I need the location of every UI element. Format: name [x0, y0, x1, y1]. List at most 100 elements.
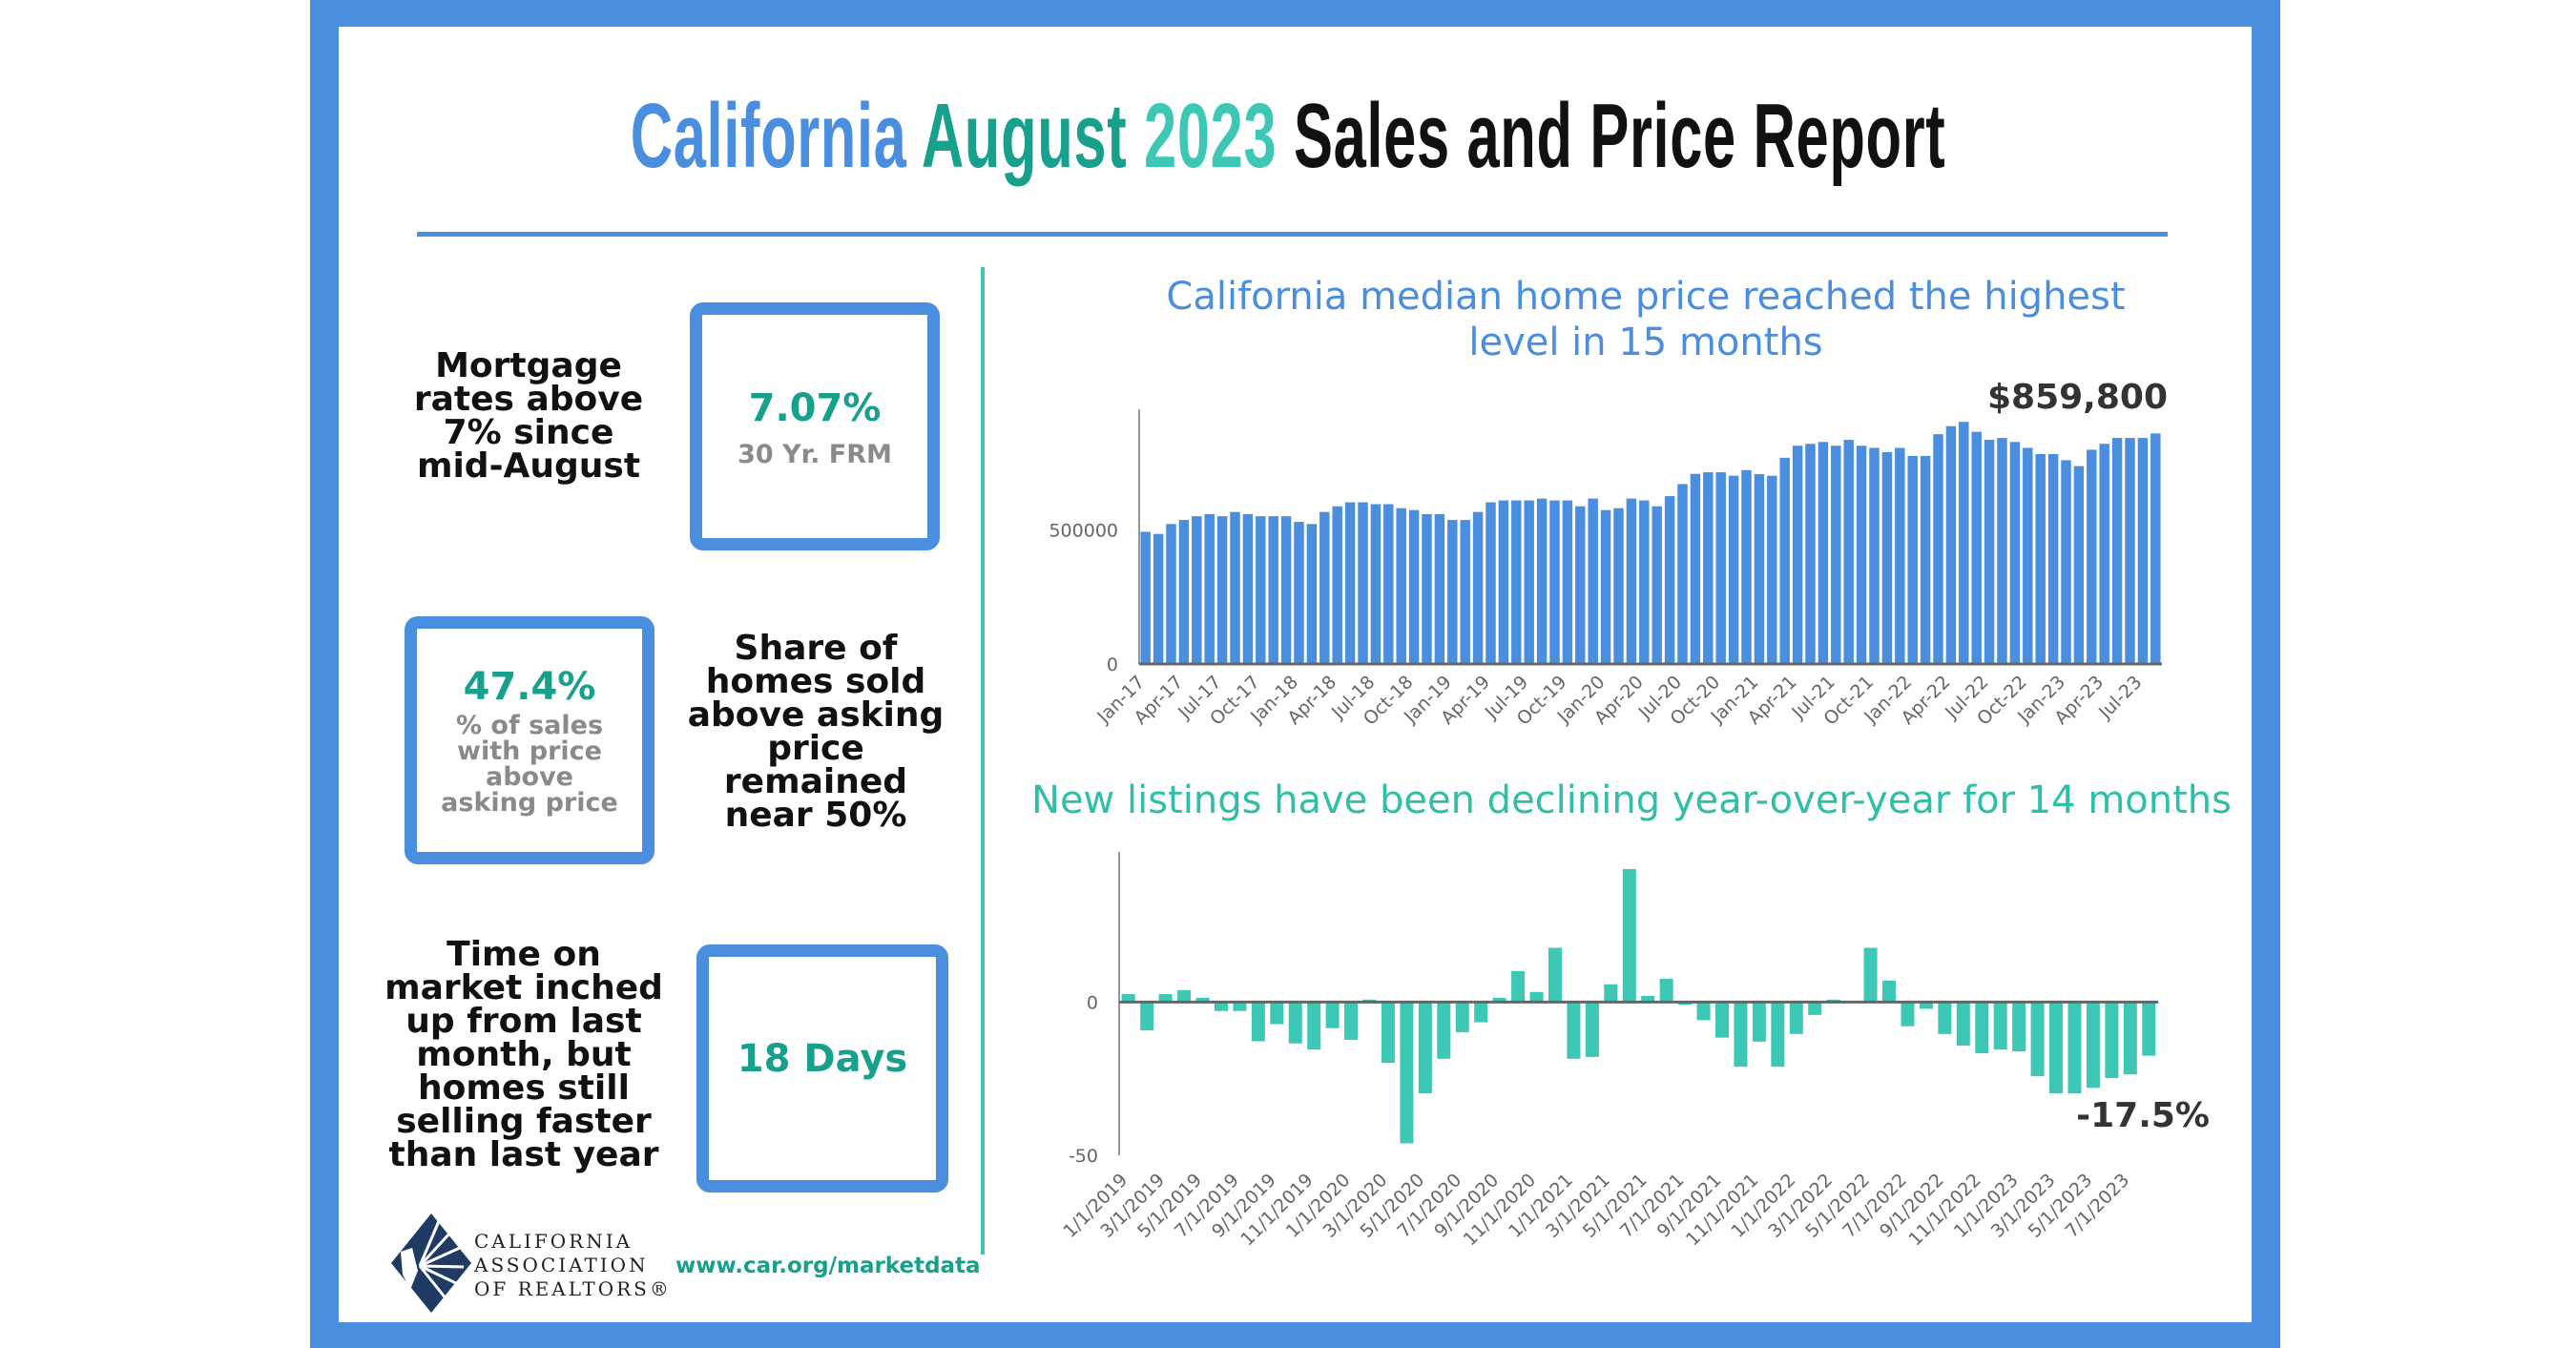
bar — [1344, 502, 1356, 664]
bar — [1511, 970, 1526, 1003]
bar — [1971, 431, 1982, 664]
title-year: 2023 — [1144, 85, 1278, 187]
bar — [1690, 473, 1701, 664]
bar — [1993, 1002, 2007, 1050]
bar — [1434, 513, 1445, 664]
column-divider — [981, 267, 985, 1255]
time-on-market-box: 18 Days — [696, 944, 948, 1192]
time-on-market-note: Time on market inched up from last month… — [384, 935, 663, 1174]
bar — [1418, 1002, 1432, 1094]
bar — [1536, 498, 1548, 664]
title-divider — [417, 232, 2168, 237]
bar — [1204, 513, 1215, 664]
bar — [1230, 511, 1240, 664]
bar — [1818, 442, 1829, 664]
above-asking-value: 47.4% — [463, 665, 596, 709]
bar — [1863, 947, 1878, 1003]
page-title: California August 2023 Sales and Price R… — [0, 84, 2576, 189]
bar — [1600, 509, 1611, 664]
bar — [1251, 1002, 1265, 1042]
bar — [1400, 1002, 1414, 1144]
bar — [1549, 500, 1560, 664]
bar — [1641, 995, 1655, 1003]
bar — [1703, 472, 1714, 664]
bar — [1984, 440, 1995, 664]
bar — [1856, 446, 1867, 664]
bar — [1294, 522, 1304, 664]
bar — [2073, 466, 2085, 664]
logo-line-3: OF REALTORS® — [474, 1277, 672, 1300]
bar — [1140, 531, 1151, 664]
bar — [1945, 425, 1957, 664]
bar — [1728, 475, 1739, 664]
bar — [1881, 451, 1893, 664]
y-tick-label: 0 — [1087, 992, 1098, 1013]
bar — [1492, 997, 1506, 1003]
bar — [1216, 516, 1228, 664]
y-tick-label: 0 — [1107, 654, 1118, 675]
bar — [2047, 453, 2059, 664]
bar — [1319, 511, 1330, 664]
bar — [1381, 1002, 1395, 1063]
title-california: California — [630, 85, 907, 187]
bar — [2067, 1002, 2082, 1094]
y-tick-label: -50 — [1069, 1146, 1098, 1167]
bar — [1613, 508, 1624, 664]
bar — [1562, 500, 1573, 664]
bar — [1158, 994, 1173, 1003]
bar — [1437, 1002, 1451, 1059]
bar — [1472, 511, 1484, 664]
above-asking-box: 47.4% % of sales with price above asking… — [405, 616, 654, 864]
bar — [1474, 1002, 1488, 1023]
bar — [1626, 498, 1637, 664]
median-price-chart: Jan-17Apr-17Jul-17Oct-17Jan-18Apr-18Jul-… — [1049, 378, 2168, 730]
bar — [1166, 524, 1176, 664]
bar — [1214, 1002, 1228, 1011]
bar — [2086, 1002, 2100, 1089]
bar — [1498, 500, 1509, 664]
bar — [1919, 1002, 1933, 1009]
bar — [1242, 513, 1254, 664]
bar — [2061, 460, 2071, 664]
mortgage-note: Mortgage rates above 7% since mid-August — [413, 346, 644, 486]
bar — [1422, 513, 1432, 664]
bar — [1933, 434, 1943, 664]
value-annotation: $859,800 — [1987, 378, 2168, 417]
new-listings-chart: 1/1/20193/1/20195/1/20197/1/20199/1/2019… — [1059, 852, 2210, 1250]
bar — [1358, 502, 1368, 664]
bar — [1907, 455, 1918, 664]
bar — [1455, 1002, 1469, 1032]
x-tick-label: Jul-23 — [2094, 672, 2146, 723]
bar — [1895, 447, 1905, 664]
car-logo-text: CALIFORNIA ASSOCIATION OF REALTORS® — [474, 1230, 672, 1301]
bar — [1639, 500, 1650, 664]
bar — [1460, 520, 1470, 664]
bar — [2012, 1002, 2026, 1052]
bar — [1734, 1002, 1748, 1068]
bar — [1548, 947, 1562, 1003]
bar — [1604, 984, 1618, 1003]
bar — [2111, 438, 2123, 664]
bar — [1938, 1002, 1952, 1034]
market-data-link[interactable]: www.car.org/marketdata — [675, 1254, 981, 1278]
bar — [1808, 1002, 1822, 1015]
bar — [1344, 1002, 1359, 1040]
bar — [1270, 1002, 1284, 1025]
bar — [1869, 447, 1880, 664]
bar — [1715, 1002, 1730, 1038]
bar — [1659, 978, 1673, 1003]
bar — [1622, 868, 1636, 1003]
bar — [1178, 520, 1190, 664]
bar — [1843, 440, 1854, 664]
bar — [1396, 508, 1406, 664]
bar — [1195, 997, 1210, 1003]
title-report: Sales and Price Report — [1293, 85, 1946, 187]
above-asking-label: % of sales with price above asking price — [441, 711, 618, 818]
bar — [2035, 453, 2046, 664]
bar — [1696, 1002, 1711, 1021]
bar — [2023, 447, 2033, 664]
bar — [1325, 1002, 1340, 1028]
infographic-panel — [339, 27, 2252, 1322]
bar — [1588, 498, 1598, 664]
bar — [1956, 1002, 1970, 1047]
